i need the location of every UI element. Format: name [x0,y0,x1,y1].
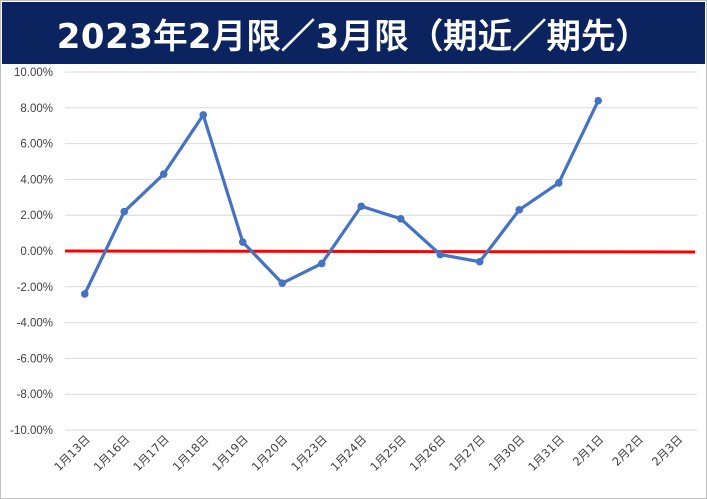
x-tick-label: 1月26日 [407,432,449,474]
x-tick-label: 1月27日 [446,432,488,474]
y-tick-label: -10.00% [10,425,53,437]
data-point [199,111,208,119]
data-point [238,238,247,246]
x-tick-label: 1月16日 [91,432,133,474]
x-tick-label: 1月23日 [288,432,330,474]
y-tick-label: 4.00% [20,174,53,186]
y-tick-label: -6.00% [17,353,53,365]
x-tick-label: 2月2日 [609,432,646,469]
data-point [396,214,405,223]
data-point [594,96,603,105]
data-point [515,206,524,214]
y-axis-ticks: 10.00% 8.00% 6.00% 4.00% 2.00% 0.00% -2.00% -4.… [10,67,53,437]
series [80,96,603,298]
x-tick-label: 1月17日 [130,432,172,474]
y-tick-label: 0.00% [20,246,53,258]
y-tick-label: 6.00% [20,139,53,151]
y-tick-label: 10.00% [14,67,53,79]
data-point [357,202,366,211]
y-tick-label: -8.00% [17,389,53,401]
y-tick-label: -2.00% [17,282,53,294]
x-tick-label: 1月24日 [328,432,370,474]
data-point [436,250,445,259]
data-point [317,259,326,268]
data-point [159,170,168,178]
x-tick-label: 1月20日 [249,432,291,474]
data-point [475,257,484,266]
x-tick-label: 1月19日 [209,432,251,474]
title-bar: 2023年2月限／3月限（期近／期先） [2,2,705,64]
y-tick-label: 8.00% [20,103,53,115]
x-tick-label: 1月31日 [525,432,567,474]
x-tick-label: 1月25日 [367,432,409,474]
data-point [120,207,129,216]
chart-title: 2023年2月限／3月限（期近／期先） [56,16,651,57]
x-tick-label: 1月30日 [486,432,528,474]
x-axis-ticks: 1月13日1月16日1月17日1月18日1月19日1月20日1月23日1月24日… [51,432,685,474]
series-line [83,99,600,295]
x-tick-label: 1月18日 [170,432,212,474]
y-tick-label: 2.00% [20,210,53,222]
y-tick-label: -4.00% [17,318,53,330]
data-point [278,279,287,288]
x-tick-label: 1月13日 [51,432,93,474]
data-point [554,179,563,187]
x-tick-label: 2月1日 [570,432,607,469]
zero-reference-line [64,249,696,254]
reference-line [64,249,696,254]
x-tick-label: 2月3日 [649,432,686,469]
data-point [80,290,89,298]
